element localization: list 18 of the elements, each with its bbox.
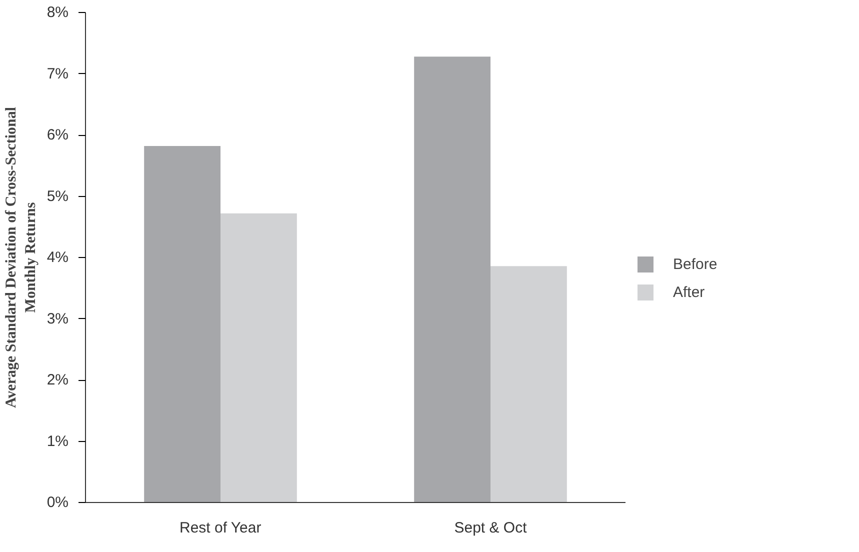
bar — [144, 146, 220, 502]
y-tick-label: 4% — [46, 249, 69, 266]
y-tick-label: 0% — [46, 494, 69, 511]
y-tick-label: 2% — [46, 372, 69, 388]
y-tick-label: 1% — [46, 432, 69, 450]
bar — [490, 266, 567, 502]
x-tick-label: Sept & Oct — [454, 520, 528, 536]
y-tick-label: 8% — [46, 4, 69, 21]
legend-label: After — [673, 284, 705, 300]
x-tick-label: Rest of Year — [180, 520, 262, 536]
y-tick-label: 6% — [46, 126, 69, 144]
y-tick-label: 3% — [46, 310, 69, 328]
bar — [414, 56, 490, 502]
y-tick-label: 7% — [46, 65, 69, 82]
y-axis-title: Average Standard Deviation of Cross-Sectional Monthly Returns — [4, 106, 39, 408]
y-tick-label: 5% — [46, 188, 69, 205]
bar — [220, 213, 297, 502]
legend-label: Before — [673, 256, 718, 272]
